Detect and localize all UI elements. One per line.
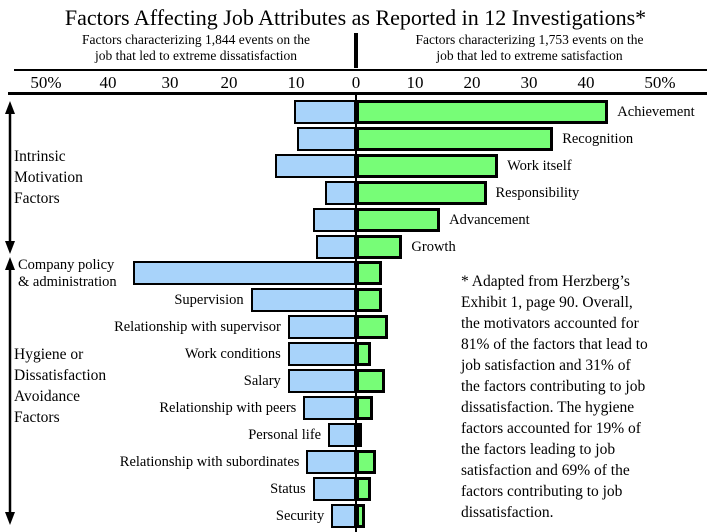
footnote-annotation: * Adapted from Herzberg’s Exhibit 1, pag… bbox=[461, 273, 648, 521]
factor-label: Relationship with supervisor bbox=[114, 319, 281, 335]
zero-axis-line bbox=[355, 92, 357, 532]
factor-label: Company policy & administration bbox=[18, 257, 117, 290]
satisfaction-bar bbox=[356, 450, 377, 474]
factor-label: Relationship with peers bbox=[159, 400, 297, 416]
dissatisfaction-bar bbox=[315, 235, 356, 259]
axis-tick-label: 40 bbox=[577, 73, 595, 92]
dissatisfaction-bar bbox=[287, 369, 356, 393]
dissatisfaction-bar bbox=[312, 477, 356, 501]
dissatisfaction-bar bbox=[250, 288, 356, 312]
axis-tick-label: 10 bbox=[287, 73, 305, 92]
dissatisfaction-bar bbox=[312, 208, 356, 232]
factor-label: Work conditions bbox=[184, 346, 281, 362]
satisfaction-bar bbox=[356, 396, 374, 420]
factor-label: Status bbox=[270, 481, 306, 497]
satisfaction-bar bbox=[356, 342, 371, 366]
axis-tick-label: 30 bbox=[520, 73, 538, 92]
satisfaction-bar bbox=[356, 477, 371, 501]
factor-label: Advancement bbox=[449, 212, 530, 228]
satisfaction-bar bbox=[356, 504, 365, 528]
dissatisfaction-bar bbox=[132, 261, 356, 285]
factor-label: Growth bbox=[411, 239, 456, 255]
dissatisfaction-bar bbox=[325, 181, 356, 205]
factor-label: Work itself bbox=[507, 158, 572, 174]
factor-label: Supervision bbox=[174, 292, 244, 308]
factor-label: Responsibility bbox=[495, 185, 580, 201]
left-axis-header: Factors characterizing 1,844 events on t… bbox=[82, 32, 310, 63]
satisfaction-bar bbox=[356, 154, 499, 178]
top-rule-line bbox=[14, 69, 707, 71]
factor-label: Security bbox=[275, 508, 325, 524]
axis-tick-label: 0 bbox=[351, 73, 361, 92]
factor-label: Relationship with subordinates bbox=[119, 454, 300, 470]
group-label-intrinsic-motivation-factors: Intrinsic Motivation Factors bbox=[14, 148, 83, 207]
dissatisfaction-bar bbox=[294, 100, 356, 124]
axis-tick-label: 20 bbox=[463, 73, 481, 92]
dissatisfaction-bar bbox=[331, 504, 356, 528]
chart-title: Factors Affecting Job Attributes as Repo… bbox=[64, 5, 647, 30]
satisfaction-bar bbox=[356, 315, 388, 339]
dissatisfaction-bar bbox=[287, 342, 356, 366]
axis-tick-label: 20 bbox=[220, 73, 238, 92]
dissatisfaction-bar bbox=[303, 396, 356, 420]
dissatisfaction-bar bbox=[275, 154, 356, 178]
dissatisfaction-bar bbox=[287, 315, 356, 339]
axis-rule-line bbox=[8, 92, 707, 95]
satisfaction-bar bbox=[356, 288, 383, 312]
dissatisfaction-bar bbox=[297, 127, 356, 151]
axis-tick-label: 30 bbox=[161, 73, 179, 92]
satisfaction-bar bbox=[356, 261, 383, 285]
satisfaction-bar bbox=[356, 208, 441, 232]
dissatisfaction-bar bbox=[328, 423, 356, 447]
dissatisfaction-bar bbox=[306, 450, 356, 474]
satisfaction-bar bbox=[356, 235, 403, 259]
satisfaction-bar bbox=[356, 100, 609, 124]
factor-label: Recognition bbox=[562, 131, 634, 147]
satisfaction-bar bbox=[356, 127, 554, 151]
satisfaction-bar bbox=[356, 369, 385, 393]
axis-tick-label: 40 bbox=[99, 73, 117, 92]
right-axis-header: Factors characterizing 1,753 events on t… bbox=[415, 32, 644, 63]
factor-label: Achievement bbox=[617, 104, 695, 120]
satisfaction-bar bbox=[356, 181, 487, 205]
axis-tick-label: 50% bbox=[644, 73, 676, 92]
axis-tick-label: 10 bbox=[406, 73, 424, 92]
factor-label: Salary bbox=[243, 373, 281, 389]
group-label-hygiene-factors: Hygiene or Dissatisfaction Avoidance Fac… bbox=[14, 346, 107, 426]
header-divider-line bbox=[354, 33, 358, 68]
satisfaction-bar bbox=[356, 423, 362, 447]
factor-label: Personal life bbox=[248, 427, 322, 443]
axis-tick-label: 50% bbox=[30, 73, 62, 92]
